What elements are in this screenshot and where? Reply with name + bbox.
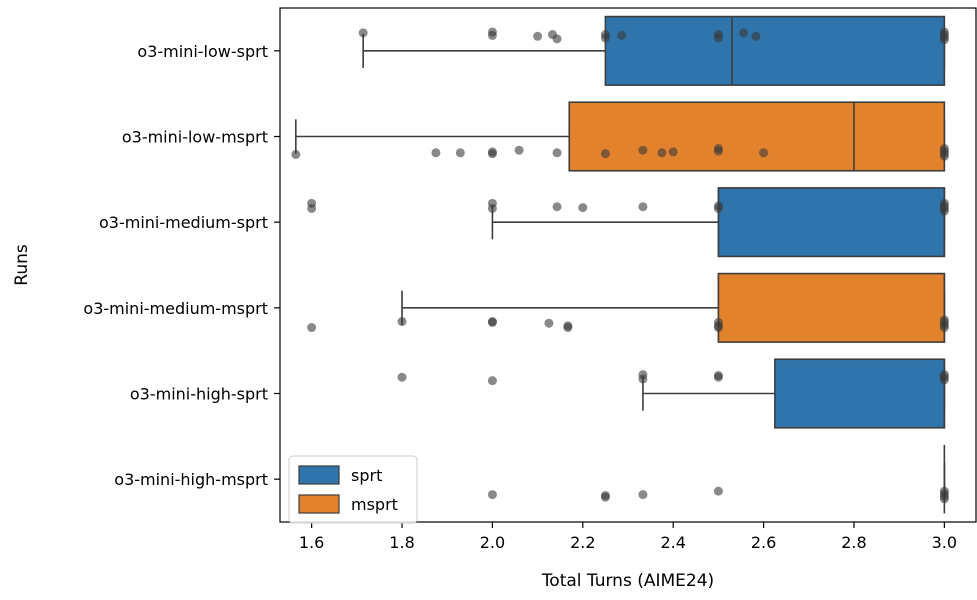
data-point [668,147,678,157]
data-point [600,33,610,43]
legend: sprt msprt [288,455,418,524]
data-point [291,149,301,159]
data-point [552,148,562,158]
data-point [544,318,554,328]
points-o3-mini-medium-msprt [307,315,949,333]
plot-frame [279,7,977,523]
y-tick-label: o3-mini-high-msprt [114,470,268,489]
x-tick-label: 3.0 [932,533,957,552]
data-point [487,317,497,327]
points-o3-mini-low-msprt [291,143,949,161]
data-point [552,34,562,44]
data-point [397,317,407,327]
data-point [617,30,627,40]
data-point [358,28,368,38]
box-o3-mini-high-sprt [642,358,946,429]
data-point [487,490,497,500]
legend-label-msprt: msprt [351,495,398,514]
boxes-layer [295,15,946,514]
x-axis-title: Total Turns (AIME24) [541,571,714,591]
box-iqr [717,272,946,343]
x-tick-label: 2.4 [660,533,685,552]
data-point [600,149,610,159]
data-point [638,490,648,500]
box-iqr [568,101,946,172]
data-point [939,206,949,216]
box-o3-mini-medium-msprt [401,272,946,343]
box-iqr [604,15,946,86]
x-tick-label: 1.6 [299,533,324,552]
points-o3-mini-high-msprt [487,486,949,504]
data-point [713,203,723,213]
data-point [397,372,407,382]
data-point [552,202,562,212]
points-layer [291,27,949,504]
points-o3-mini-low-sprt [358,27,949,45]
y-tick-label: o3-mini-high-sprt [130,385,268,404]
box-iqr [774,358,946,429]
data-point [638,145,648,155]
y-axis-title: Runs [12,244,32,286]
data-point [751,31,761,41]
data-point [487,203,497,213]
data-point [713,323,723,333]
points-o3-mini-high-sprt [397,370,949,386]
box-o3-mini-low-sprt [362,15,946,86]
data-point [307,323,317,333]
data-point [455,148,465,158]
data-point [713,486,723,496]
data-point [939,151,949,161]
x-axis: 1.6 1.8 2.0 2.2 2.4 2.6 2.8 3.0 [299,522,957,552]
y-tick-label: o3-mini-low-sprt [137,42,268,61]
data-point [638,374,648,384]
data-point [939,323,949,333]
data-point [739,28,749,38]
data-point [487,30,497,40]
data-point [514,145,524,155]
box-o3-mini-low-msprt [295,101,946,172]
data-point [487,376,497,386]
y-tick-label: o3-mini-medium-sprt [99,213,268,232]
data-point [713,33,723,43]
data-point [759,148,769,158]
y-tick-label: o3-mini-low-msprt [122,128,268,147]
data-point [578,203,588,213]
x-tick-label: 2.2 [570,533,595,552]
y-axis: o3-mini-low-sprt o3-mini-low-msprt o3-mini… [83,42,280,489]
data-point [713,146,723,156]
data-point [638,202,648,212]
points-o3-mini-medium-sprt [307,198,949,216]
data-point [939,375,949,385]
data-point [657,148,667,158]
box-iqr [717,187,946,258]
data-point [939,494,949,504]
data-point [307,203,317,213]
data-point [431,148,441,158]
data-point [600,492,610,502]
x-tick-label: 2.8 [841,533,866,552]
x-tick-label: 2.0 [480,533,505,552]
y-tick-label: o3-mini-medium-msprt [83,299,268,318]
data-point [533,31,543,41]
legend-swatch-msprt [298,494,340,514]
data-point [939,35,949,45]
data-point [487,147,497,157]
x-tick-label: 2.6 [751,533,776,552]
legend-swatch-sprt [298,465,340,485]
legend-label-sprt: sprt [351,466,382,485]
x-tick-label: 1.8 [389,533,414,552]
data-point [713,372,723,382]
data-point [563,323,573,333]
box-o3-mini-medium-sprt [491,187,946,258]
